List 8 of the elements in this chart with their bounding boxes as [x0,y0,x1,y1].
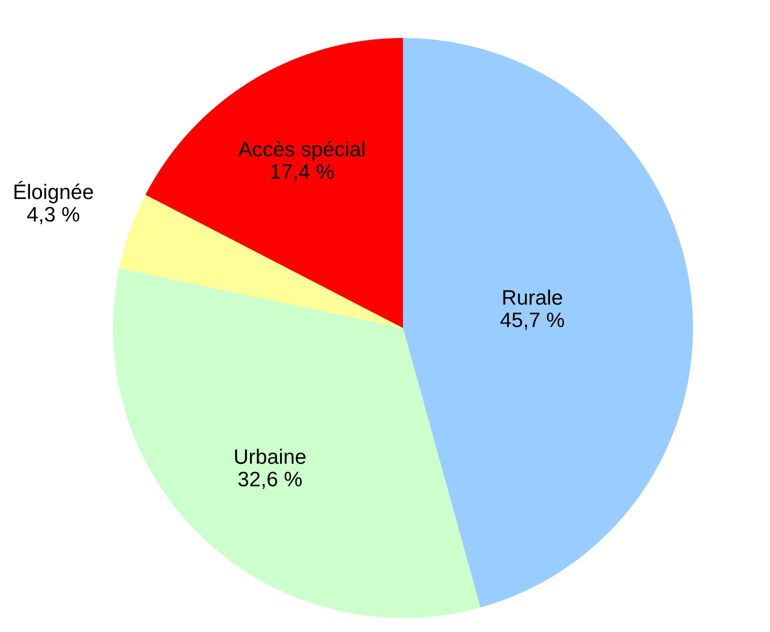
slice-label: Urbaine [235,448,306,464]
slice-label: Rurale [503,289,562,305]
data-label: 45,7 % [500,312,564,330]
slice-label: Éloignée [14,180,93,204]
data-label: 32,6 % [238,472,302,489]
data-label: 17,4 % [271,164,334,182]
data-label: 4,3 % [27,206,80,224]
slice-label: Accès spécial [238,140,364,161]
